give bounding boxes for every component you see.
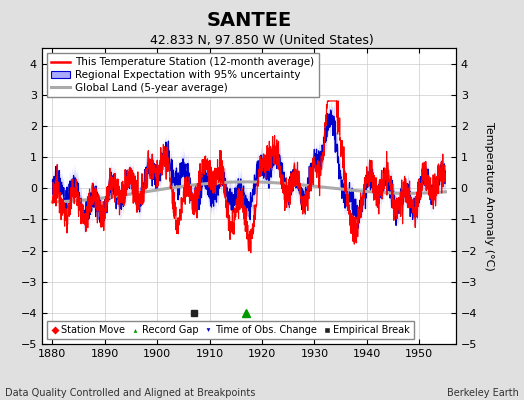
Y-axis label: Temperature Anomaly (°C): Temperature Anomaly (°C) xyxy=(484,122,494,270)
Title: SANTEE: SANTEE xyxy=(206,11,291,30)
Text: Data Quality Controlled and Aligned at Breakpoints: Data Quality Controlled and Aligned at B… xyxy=(5,388,256,398)
Text: 42.833 N, 97.850 W (United States): 42.833 N, 97.850 W (United States) xyxy=(150,34,374,47)
Text: Berkeley Earth: Berkeley Earth xyxy=(447,388,519,398)
Legend: Station Move, Record Gap, Time of Obs. Change, Empirical Break: Station Move, Record Gap, Time of Obs. C… xyxy=(47,321,414,339)
